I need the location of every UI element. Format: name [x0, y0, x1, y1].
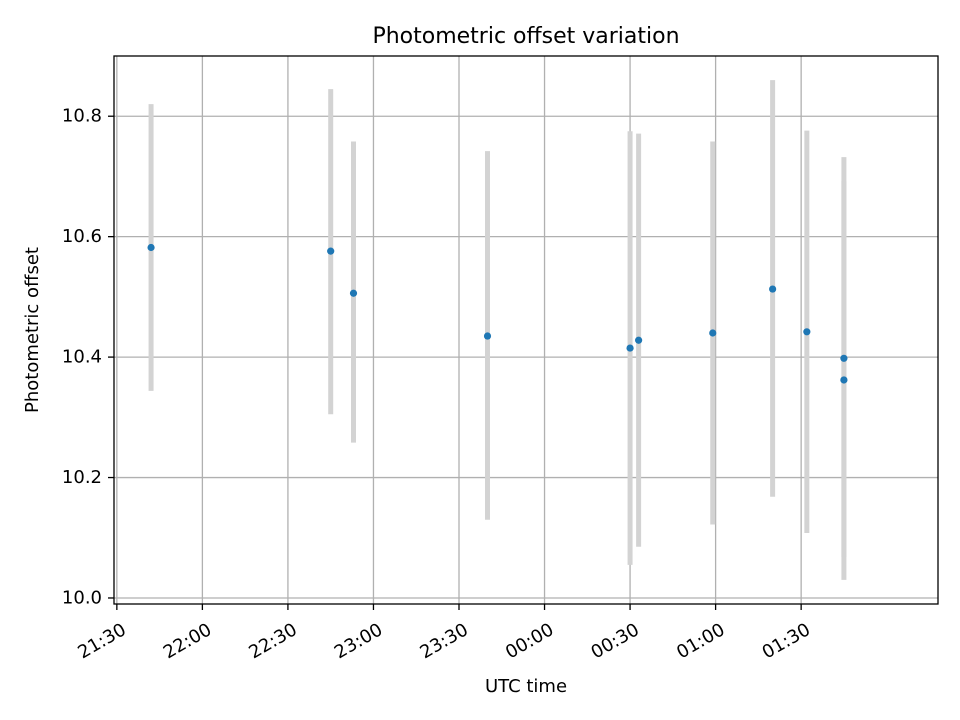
y-axis-label: Photometric offset	[22, 247, 43, 413]
x-axis-label: UTC time	[485, 676, 567, 697]
y-tick-label: 10.8	[62, 106, 102, 127]
data-point	[327, 247, 335, 255]
plot-frame	[113, 55, 939, 605]
data-point	[840, 376, 848, 384]
data-point	[483, 332, 492, 340]
data-point	[349, 289, 358, 297]
data-point	[840, 354, 848, 362]
y-tick-label: 10.2	[62, 467, 102, 488]
y-tick-label: 10.0	[62, 587, 102, 608]
y-tick-label: 10.4	[62, 347, 102, 368]
data-point	[626, 344, 634, 352]
data-point	[769, 285, 777, 293]
y-tick-label: 10.6	[62, 226, 102, 247]
data-point	[709, 329, 717, 337]
data-point	[147, 243, 155, 252]
data-point	[635, 336, 643, 344]
y-axis-ticks: 10.0 10.2 10.4 10.6 10.8	[62, 106, 114, 608]
data-points	[147, 243, 848, 384]
data-point	[803, 328, 811, 336]
chart-title: Photometric offset variation	[372, 24, 679, 49]
grid	[114, 56, 938, 604]
